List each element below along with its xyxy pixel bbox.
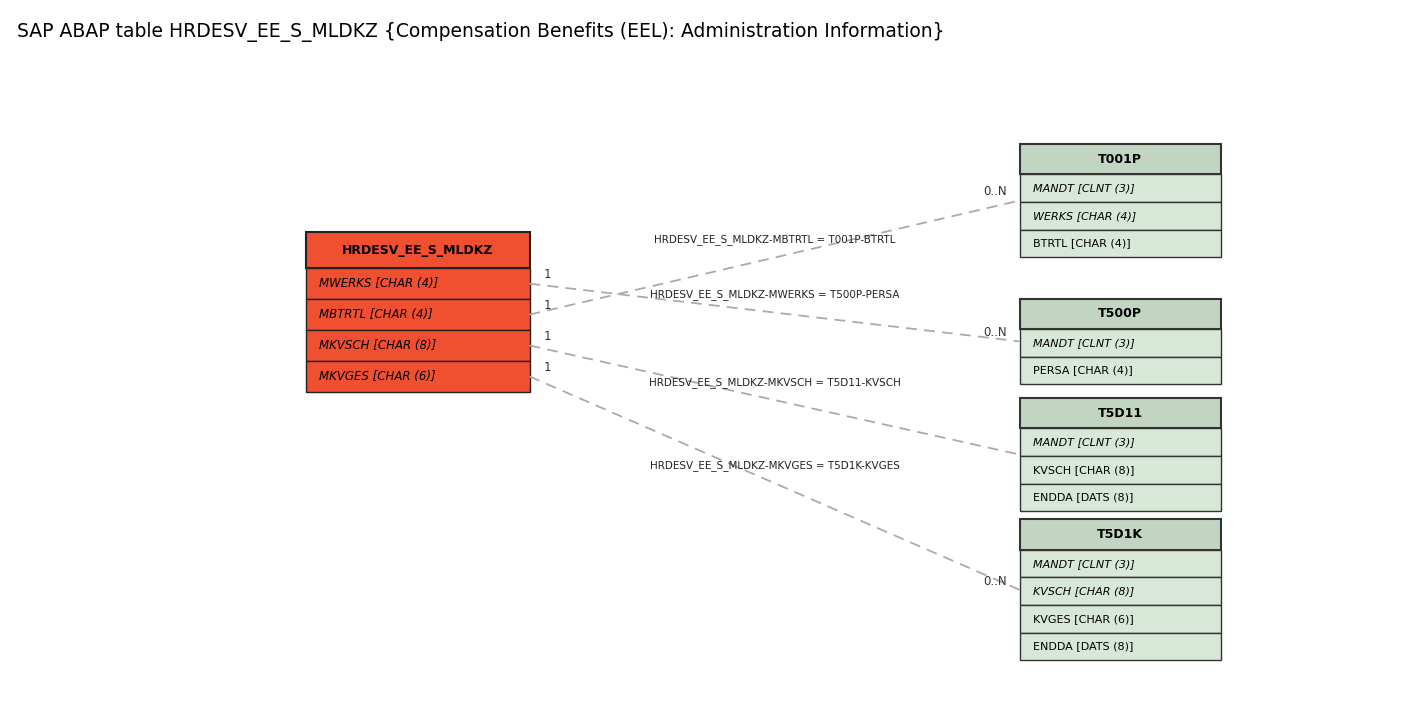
Text: HRDESV_EE_S_MLDKZ-MBTRTL = T001P-BTRTL: HRDESV_EE_S_MLDKZ-MBTRTL = T001P-BTRTL [653, 234, 895, 245]
FancyBboxPatch shape [1020, 356, 1221, 384]
Text: ENDDA [DATS (8)]: ENDDA [DATS (8)] [1033, 493, 1132, 503]
Text: WERKS [CHAR (4)]: WERKS [CHAR (4)] [1033, 211, 1135, 221]
FancyBboxPatch shape [1020, 298, 1221, 329]
Text: KVSCH [CHAR (8)]: KVSCH [CHAR (8)] [1033, 587, 1134, 597]
Text: KVSCH [CHAR (8)]: KVSCH [CHAR (8)] [1033, 465, 1134, 475]
FancyBboxPatch shape [306, 330, 530, 361]
Text: HRDESV_EE_S_MLDKZ-MKVSCH = T5D11-KVSCH: HRDESV_EE_S_MLDKZ-MKVSCH = T5D11-KVSCH [649, 377, 901, 388]
FancyBboxPatch shape [1020, 605, 1221, 632]
Text: T500P: T500P [1099, 308, 1142, 320]
FancyBboxPatch shape [1020, 398, 1221, 428]
FancyBboxPatch shape [1020, 550, 1221, 577]
Text: MWERKS [CHAR (4)]: MWERKS [CHAR (4)] [319, 277, 438, 290]
Text: MANDT [CLNT (3)]: MANDT [CLNT (3)] [1033, 437, 1134, 447]
FancyBboxPatch shape [1020, 174, 1221, 202]
Text: 1: 1 [544, 300, 551, 313]
Text: 0..N: 0..N [983, 574, 1006, 588]
Text: MKVSCH [CHAR (8)]: MKVSCH [CHAR (8)] [319, 339, 437, 352]
FancyBboxPatch shape [306, 232, 530, 268]
Text: MBTRTL [CHAR (4)]: MBTRTL [CHAR (4)] [319, 308, 433, 321]
Text: SAP ABAP table HRDESV_EE_S_MLDKZ {Compensation Benefits (EEL): Administration In: SAP ABAP table HRDESV_EE_S_MLDKZ {Compen… [17, 22, 944, 42]
Text: HRDESV_EE_S_MLDKZ: HRDESV_EE_S_MLDKZ [343, 244, 493, 257]
FancyBboxPatch shape [1020, 483, 1221, 511]
FancyBboxPatch shape [1020, 144, 1221, 174]
Text: MANDT [CLNT (3)]: MANDT [CLNT (3)] [1033, 559, 1134, 569]
FancyBboxPatch shape [1020, 577, 1221, 605]
Text: MANDT [CLNT (3)]: MANDT [CLNT (3)] [1033, 183, 1134, 193]
FancyBboxPatch shape [306, 299, 530, 330]
Text: T5D11: T5D11 [1097, 407, 1142, 419]
FancyBboxPatch shape [306, 361, 530, 392]
Text: 1: 1 [544, 361, 551, 374]
FancyBboxPatch shape [1020, 456, 1221, 483]
Text: KVGES [CHAR (6)]: KVGES [CHAR (6)] [1033, 614, 1134, 624]
Text: T5D1K: T5D1K [1097, 528, 1144, 541]
FancyBboxPatch shape [1020, 202, 1221, 229]
FancyBboxPatch shape [1020, 632, 1221, 660]
Text: MANDT [CLNT (3)]: MANDT [CLNT (3)] [1033, 338, 1134, 348]
Text: MKVGES [CHAR (6)]: MKVGES [CHAR (6)] [319, 370, 436, 383]
Text: 1: 1 [544, 331, 551, 343]
FancyBboxPatch shape [1020, 229, 1221, 257]
Text: ENDDA [DATS (8)]: ENDDA [DATS (8)] [1033, 642, 1132, 652]
Text: T001P: T001P [1099, 153, 1142, 166]
Text: BTRTL [CHAR (4)]: BTRTL [CHAR (4)] [1033, 238, 1130, 248]
Text: 0..N: 0..N [983, 326, 1006, 339]
Text: 1: 1 [544, 268, 551, 282]
Text: 0..N: 0..N [983, 186, 1006, 199]
FancyBboxPatch shape [306, 268, 530, 299]
FancyBboxPatch shape [1020, 519, 1221, 550]
Text: HRDESV_EE_S_MLDKZ-MWERKS = T500P-PERSA: HRDESV_EE_S_MLDKZ-MWERKS = T500P-PERSA [649, 290, 899, 300]
Text: HRDESV_EE_S_MLDKZ-MKVGES = T5D1K-KVGES: HRDESV_EE_S_MLDKZ-MKVGES = T5D1K-KVGES [649, 460, 899, 471]
FancyBboxPatch shape [1020, 329, 1221, 356]
Text: PERSA [CHAR (4)]: PERSA [CHAR (4)] [1033, 366, 1132, 376]
FancyBboxPatch shape [1020, 428, 1221, 456]
